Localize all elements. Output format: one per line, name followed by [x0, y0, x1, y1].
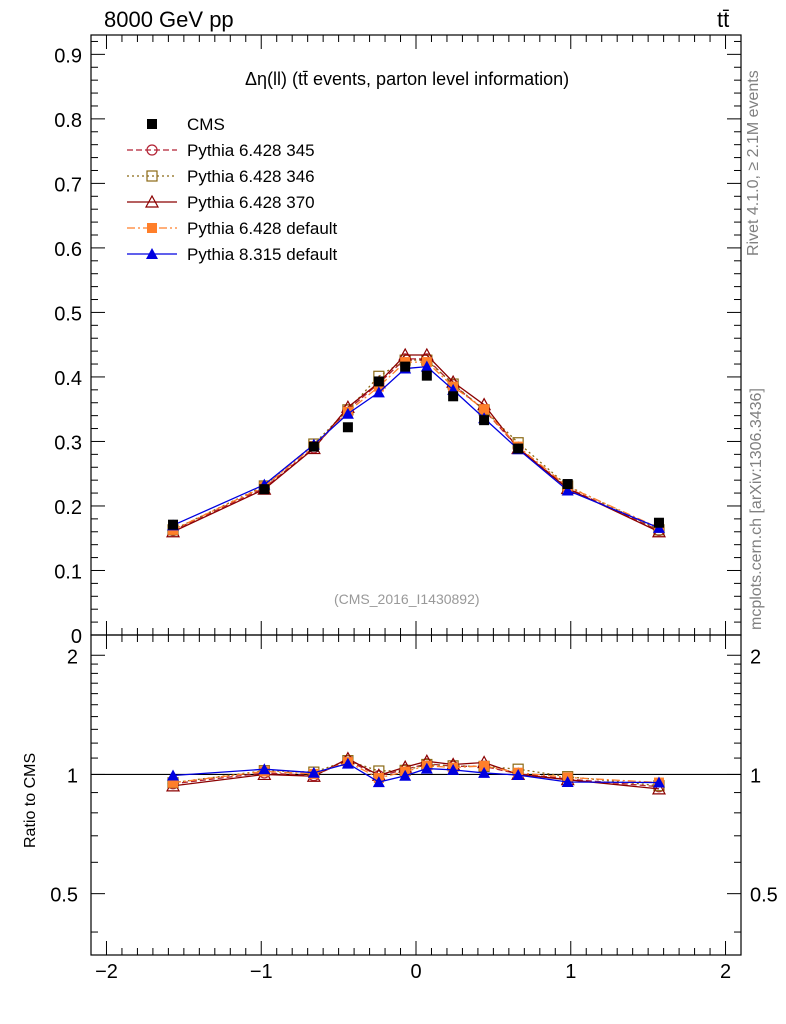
y-tick-label: 0.5	[54, 303, 82, 325]
data-point	[421, 370, 432, 381]
y-tick-label: 0.6	[54, 239, 82, 261]
ratio-tick-label: 0.5	[50, 885, 78, 907]
legend-marker	[146, 248, 158, 259]
series-line	[172, 354, 660, 533]
ratio-ylabel: Ratio to CMS	[22, 752, 39, 848]
ratio-point	[478, 766, 491, 778]
data-point	[562, 479, 573, 490]
y-tick-label: 0.2	[54, 497, 82, 519]
ratio-point	[258, 763, 271, 775]
legend-label: Pythia 6.428 default	[187, 219, 338, 238]
ratio-line	[172, 762, 659, 784]
series-line	[172, 361, 660, 531]
ratio-tick-label-right: 2	[750, 646, 761, 668]
energy-label: 8000 GeV pp	[104, 7, 234, 32]
ratio-point	[479, 760, 490, 771]
ratio-point	[307, 766, 320, 778]
data-point	[308, 441, 319, 452]
ratio-frame	[90, 634, 742, 956]
ratio-point	[447, 763, 460, 775]
mc-point	[372, 386, 385, 398]
mcplots-label: mcplots.cern.ch [arXiv:1306.3436]	[748, 388, 765, 630]
mc-point	[479, 404, 490, 415]
y-tick-label: 0.4	[54, 368, 82, 390]
legend-marker	[144, 194, 160, 208]
ratio-point	[168, 777, 179, 788]
y-tick-label: 0.7	[54, 174, 82, 196]
y-tick-label: 0.1	[54, 561, 82, 583]
chart-title: Δη(ll) (tt̄ events, parton level informa…	[245, 69, 570, 89]
ratio-line	[172, 757, 660, 790]
legend-marker	[147, 119, 157, 129]
data-point	[168, 519, 179, 530]
x-tick-label: 0	[410, 961, 421, 983]
y-tick-label: 0	[71, 626, 82, 648]
data-point	[259, 484, 270, 495]
ratio-point	[652, 776, 665, 788]
ratio-tick-label: 1	[67, 765, 78, 787]
data-point	[342, 422, 353, 433]
watermark: (CMS_2016_I1430892)	[334, 591, 480, 607]
legend-label: Pythia 6.428 345	[187, 141, 315, 160]
ratio-point	[167, 769, 180, 781]
legend-label: Pythia 6.428 346	[187, 167, 315, 186]
series-line	[172, 359, 660, 531]
data-point	[513, 443, 524, 454]
legend-marker	[146, 170, 158, 182]
ratio-point	[341, 757, 354, 769]
x-tick-label: −2	[95, 961, 118, 983]
ratio-point	[420, 762, 433, 774]
y-tick-label: 0.8	[54, 110, 82, 132]
legend-marker	[147, 223, 157, 233]
ratio-point	[399, 769, 412, 781]
ratio-line	[172, 761, 660, 784]
data-point	[373, 376, 384, 387]
mc-point	[561, 484, 574, 496]
x-tick-label: 2	[720, 961, 731, 983]
process-label: tt̄	[717, 7, 730, 32]
mc-point	[341, 407, 354, 419]
series-line	[172, 358, 660, 532]
ratio-point	[561, 775, 574, 787]
legend-label: CMS	[187, 115, 225, 134]
x-tick-label: 1	[565, 961, 576, 983]
ratio-tick-label: 2	[67, 646, 78, 668]
data-point	[479, 415, 490, 426]
rivet-label: Rivet 4.1.0, ≥ 2.1M events	[745, 70, 762, 256]
ratio-tick-label-right: 1	[750, 765, 761, 787]
series-line	[172, 365, 660, 529]
legend-marker	[146, 144, 158, 156]
legend-label: Pythia 8.315 default	[187, 245, 338, 264]
ratio-point	[512, 769, 525, 781]
mc-point	[420, 360, 433, 372]
data-point	[400, 361, 411, 372]
y-tick-label: 0.9	[54, 45, 82, 67]
y-tick-label: 0.3	[54, 432, 82, 454]
data-point	[653, 517, 664, 528]
legend-label: Pythia 6.428 370	[187, 193, 315, 212]
ratio-point	[651, 781, 666, 795]
ratio-point	[372, 776, 385, 788]
x-tick-label: −1	[250, 961, 273, 983]
data-point	[448, 391, 459, 402]
ratio-tick-label-right: 0.5	[750, 885, 778, 907]
